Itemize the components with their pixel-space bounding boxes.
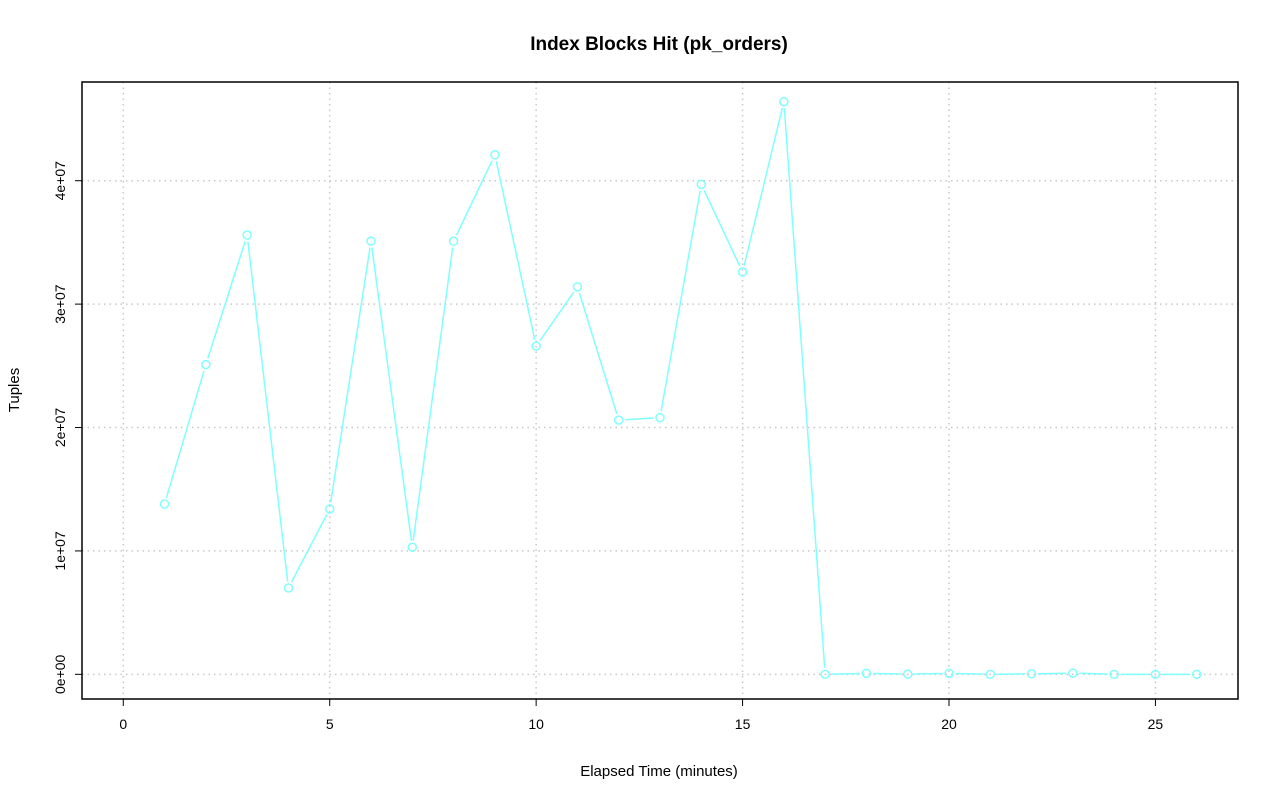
data-point — [985, 669, 996, 680]
series-line-segment — [625, 417, 654, 421]
series-line-segment — [743, 107, 784, 266]
series-line-segment — [412, 247, 454, 541]
series-line-segment — [872, 672, 902, 675]
y-tick-label: 0e+00 — [52, 654, 68, 694]
data-point — [1068, 668, 1078, 678]
data-point — [1109, 669, 1119, 680]
x-axis: 0 5 10 15 20 25 — [119, 699, 1163, 732]
data-point — [201, 359, 211, 370]
series-line-segment — [578, 292, 618, 415]
series-line-segment — [831, 672, 860, 675]
series-line-segment — [1079, 672, 1108, 675]
data-point — [448, 236, 459, 246]
y-tick-label: 2e+07 — [52, 408, 68, 448]
data-point — [613, 415, 624, 425]
data-point — [944, 668, 954, 679]
series-line-segment — [290, 514, 328, 583]
data-point — [531, 341, 541, 351]
series-line-segment — [329, 247, 371, 503]
data-point — [1191, 669, 1202, 680]
y-tick-label: 4e+07 — [52, 161, 68, 201]
x-tick-label: 10 — [528, 716, 544, 732]
series-line-segment — [660, 190, 701, 412]
y-axis: 0e+00 1e+07 2e+07 3e+07 4e+07 — [52, 161, 82, 694]
y-tick-label: 1e+07 — [52, 531, 68, 571]
x-tick-label: 15 — [735, 716, 751, 732]
series-line-segment — [495, 161, 536, 340]
data-point — [737, 267, 748, 277]
data-point — [1150, 669, 1161, 680]
series-line-segment — [371, 247, 413, 541]
series-line-segment — [247, 241, 289, 582]
x-tick-label: 25 — [1148, 716, 1164, 732]
data-point — [1026, 669, 1037, 679]
data-series — [159, 96, 1202, 680]
series-line-segment — [914, 672, 943, 675]
series-line-segment — [955, 672, 984, 675]
grid — [82, 82, 1238, 699]
data-point — [324, 504, 335, 514]
x-axis-label: Elapsed Time (minutes) — [580, 763, 738, 780]
data-point — [572, 282, 583, 292]
data-point — [490, 150, 500, 160]
data-point — [779, 96, 789, 107]
data-point — [159, 499, 170, 509]
data-point — [283, 583, 294, 593]
x-tick-label: 0 — [119, 716, 127, 732]
x-tick-label: 5 — [326, 716, 334, 732]
x-tick-label: 20 — [941, 716, 957, 732]
series-line-segment — [207, 240, 246, 359]
chart-title: Index Blocks Hit (pk_orders) — [530, 34, 788, 55]
data-point — [696, 179, 707, 190]
series-line-segment — [1038, 672, 1067, 675]
y-tick-label: 3e+07 — [52, 284, 68, 324]
data-point — [366, 236, 376, 246]
data-point — [655, 412, 665, 423]
series-line-segment — [539, 291, 575, 342]
series-line-segment — [165, 370, 205, 499]
data-point — [407, 542, 418, 552]
plot-frame — [81, 81, 1239, 700]
data-point — [820, 669, 830, 680]
series-line-segment — [455, 160, 493, 236]
data-point — [902, 669, 913, 679]
series-line-segment — [783, 108, 826, 668]
y-axis-label: Tuples — [6, 368, 23, 412]
data-point — [242, 230, 252, 240]
series-line-segment — [703, 189, 741, 267]
data-point — [861, 668, 872, 679]
